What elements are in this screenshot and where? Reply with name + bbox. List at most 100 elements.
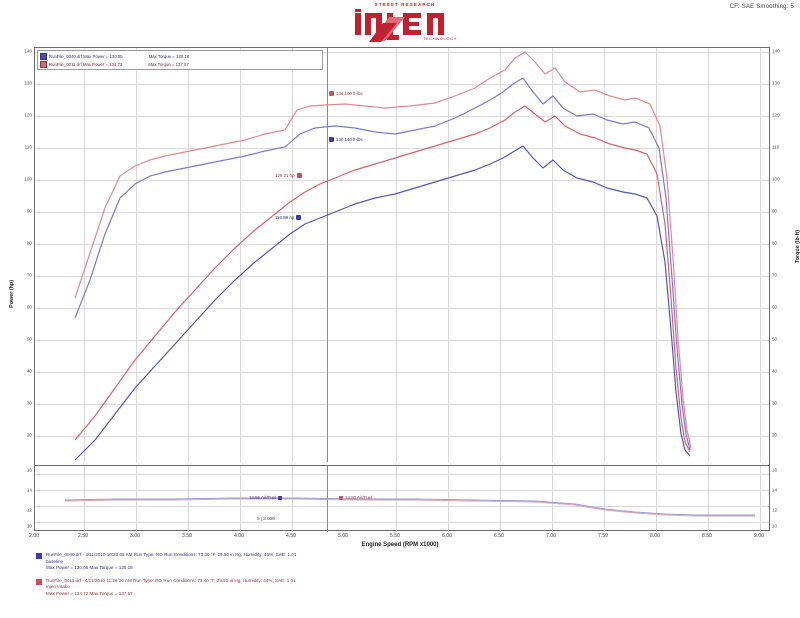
y-tick: 110 xyxy=(24,144,32,150)
gridline xyxy=(188,48,189,462)
afr-label-blue[interactable]: 14.56 Air/Fuel xyxy=(249,495,283,500)
afr-red-text: 14.80 Air/Fuel xyxy=(345,495,373,500)
y-tick: 140 xyxy=(24,48,32,54)
y-tick: 50 xyxy=(772,336,778,342)
run-red-line3: Max Power = 134.72 Max Torque = 137.57 xyxy=(46,590,133,596)
gridline xyxy=(604,466,605,532)
x-tick: 6.00 xyxy=(441,533,453,539)
x-tick: 5.00 xyxy=(337,533,349,539)
y-tick: 60 xyxy=(26,304,32,310)
gridline xyxy=(396,48,397,462)
annot-blue-torque-marker[interactable]: 130.140 ft-lbs xyxy=(329,137,363,142)
x-tick: 7.50 xyxy=(597,533,609,539)
gridline xyxy=(760,48,761,462)
cf-smoothing-note: CF: SAE Smoothing: 5 xyxy=(729,4,794,10)
y-tick: 40 xyxy=(772,368,778,374)
afr-label-red[interactable]: 14.80 Air/Fuel xyxy=(339,495,372,500)
annot-dot-blue-icon xyxy=(329,137,334,142)
gridline xyxy=(552,466,553,532)
curve-group xyxy=(74,51,692,461)
y-tick: 70 xyxy=(26,272,32,278)
y-tick: 80 xyxy=(26,240,32,246)
gridline xyxy=(35,212,769,213)
annot-blue-power-marker[interactable]: 116.89 hp xyxy=(275,215,302,220)
gridline xyxy=(708,466,709,532)
gridline xyxy=(35,116,769,117)
y-axis-afr-right: 16 14 12 10 xyxy=(772,464,800,531)
chart-legend: RunFile_0040.drf Max Power = 130.05 Max … xyxy=(37,50,323,70)
x-tick: 8.00 xyxy=(649,533,661,539)
annot-dot-red-icon xyxy=(296,173,302,178)
run-blue-line3: Max Power = 130.05 Max Torque = 130.18 xyxy=(46,565,133,571)
gridline xyxy=(35,148,769,149)
gridline xyxy=(35,474,769,475)
x-tick: 9.00 xyxy=(753,533,765,539)
x-tick: 5.50 xyxy=(389,533,401,539)
power-torque-panel: RunFile_0040.drf Max Power = 130.05 Max … xyxy=(35,48,769,462)
x-tick: 2.00 xyxy=(28,533,40,539)
legend-row-blue: RunFile_0040.drf Max Power = 130.05 Max … xyxy=(40,52,320,60)
y-tick: 110 xyxy=(772,144,780,150)
gridline xyxy=(35,276,769,277)
gridline xyxy=(656,466,657,532)
curve-power-blue xyxy=(74,145,691,461)
gridline xyxy=(35,52,769,53)
gridline xyxy=(84,466,85,532)
gridline xyxy=(35,436,769,437)
y-tick: 16 xyxy=(772,467,778,473)
gridline xyxy=(448,466,449,532)
gridline xyxy=(35,522,769,523)
y-tick: 120 xyxy=(24,112,32,118)
y-tick: 90 xyxy=(772,208,778,214)
logo-subtitle: STREET RESEARCH xyxy=(374,2,436,7)
legend-blue-torque: Max Torque = 130.18 xyxy=(148,53,190,59)
annot-blue-power-label: 116.89 hp xyxy=(275,215,295,220)
run-red-line2: Injen Intake xyxy=(46,584,70,590)
gridline xyxy=(448,48,449,462)
y-axis-afr-left: 16 14 12 10 xyxy=(0,464,32,531)
afr-dot-blue-icon xyxy=(278,495,283,500)
legend-row-red: RunFile_0011.drf Max Power = 134.72 Max … xyxy=(40,60,320,68)
afr-dot-red-icon xyxy=(339,495,343,500)
y-tick: 100 xyxy=(24,176,32,182)
run-blue-line1: RunFile_0040.drf - 4/11/2010 10:20:05 AM… xyxy=(46,552,297,557)
air-fuel-panel: 14.56 Air/Fuel 14.80 Air/Fuel 5 | 3.960 xyxy=(35,465,769,532)
gridline xyxy=(604,48,605,462)
annot-blue-torque-label: 130.140 ft-lbs xyxy=(336,137,363,142)
gridline xyxy=(35,180,769,181)
x-tick: 7.00 xyxy=(545,533,557,539)
x-tick: 8.50 xyxy=(701,533,713,539)
annot-dot-red-icon xyxy=(329,91,334,96)
gridline xyxy=(292,48,293,462)
run-info-block: RunFile_0040.drf - 4/11/2010 10:20:05 AM… xyxy=(36,552,776,604)
y-tick: 10 xyxy=(26,523,32,529)
y-tick: 80 xyxy=(772,240,778,246)
gridline xyxy=(136,48,137,462)
x-tick: 3.00 xyxy=(129,533,141,539)
gridline xyxy=(760,466,761,532)
curve-afr-red xyxy=(64,498,755,517)
y-axis-left-title: Power (hp) xyxy=(9,280,15,308)
annot-dot-blue-icon xyxy=(296,215,302,220)
y-tick: 50 xyxy=(26,336,32,342)
cursor-line[interactable] xyxy=(327,48,328,462)
logo-wordmark: TECHNOLOGY xyxy=(345,9,465,43)
x-tick: 4.50 xyxy=(285,533,297,539)
gridline xyxy=(35,84,769,85)
y-axis-right: 140 130 120 110 100 90 80 70 60 50 40 30… xyxy=(772,47,800,461)
run-red-text: RunFile_0011.drf - 4/11/2010 11:26:20 AM… xyxy=(46,578,296,598)
x-tick: 3.50 xyxy=(181,533,193,539)
gridline xyxy=(552,48,553,462)
annot-red-power-marker[interactable]: 129.21 hp xyxy=(275,173,302,178)
run-entry-red: RunFile_0011.drf - 4/11/2010 11:26:20 AM… xyxy=(36,578,776,598)
annot-red-torque-marker[interactable]: 134.100 ft-lbs xyxy=(329,91,363,96)
y-tick: 130 xyxy=(24,80,32,86)
y-axis-left: 140 130 120 110 100 90 80 70 60 50 40 30… xyxy=(0,47,32,461)
legend-red-name: RunFile_0011.drf Max Power = 134.72 xyxy=(49,61,123,67)
y-tick: 30 xyxy=(26,400,32,406)
legend-blue-name: RunFile_0040.drf Max Power = 130.05 xyxy=(49,53,123,59)
y-tick: 130 xyxy=(772,80,780,86)
y-tick: 100 xyxy=(772,176,780,182)
curve-afr-blue xyxy=(64,497,755,516)
gridline xyxy=(708,48,709,462)
